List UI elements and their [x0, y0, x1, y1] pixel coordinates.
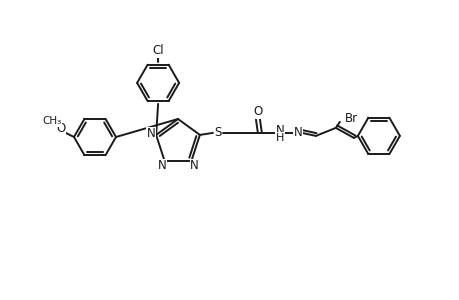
Text: N: N	[158, 159, 167, 172]
Text: Cl: Cl	[152, 44, 163, 57]
Text: S: S	[214, 126, 221, 140]
Text: CH₃: CH₃	[42, 116, 62, 126]
Text: O: O	[253, 105, 262, 119]
Text: Br: Br	[344, 112, 357, 125]
Text: N: N	[275, 124, 284, 137]
Text: N: N	[146, 128, 155, 140]
Text: N: N	[190, 159, 198, 172]
Text: H: H	[275, 133, 284, 143]
Text: N: N	[293, 126, 302, 140]
Text: O: O	[56, 122, 66, 134]
